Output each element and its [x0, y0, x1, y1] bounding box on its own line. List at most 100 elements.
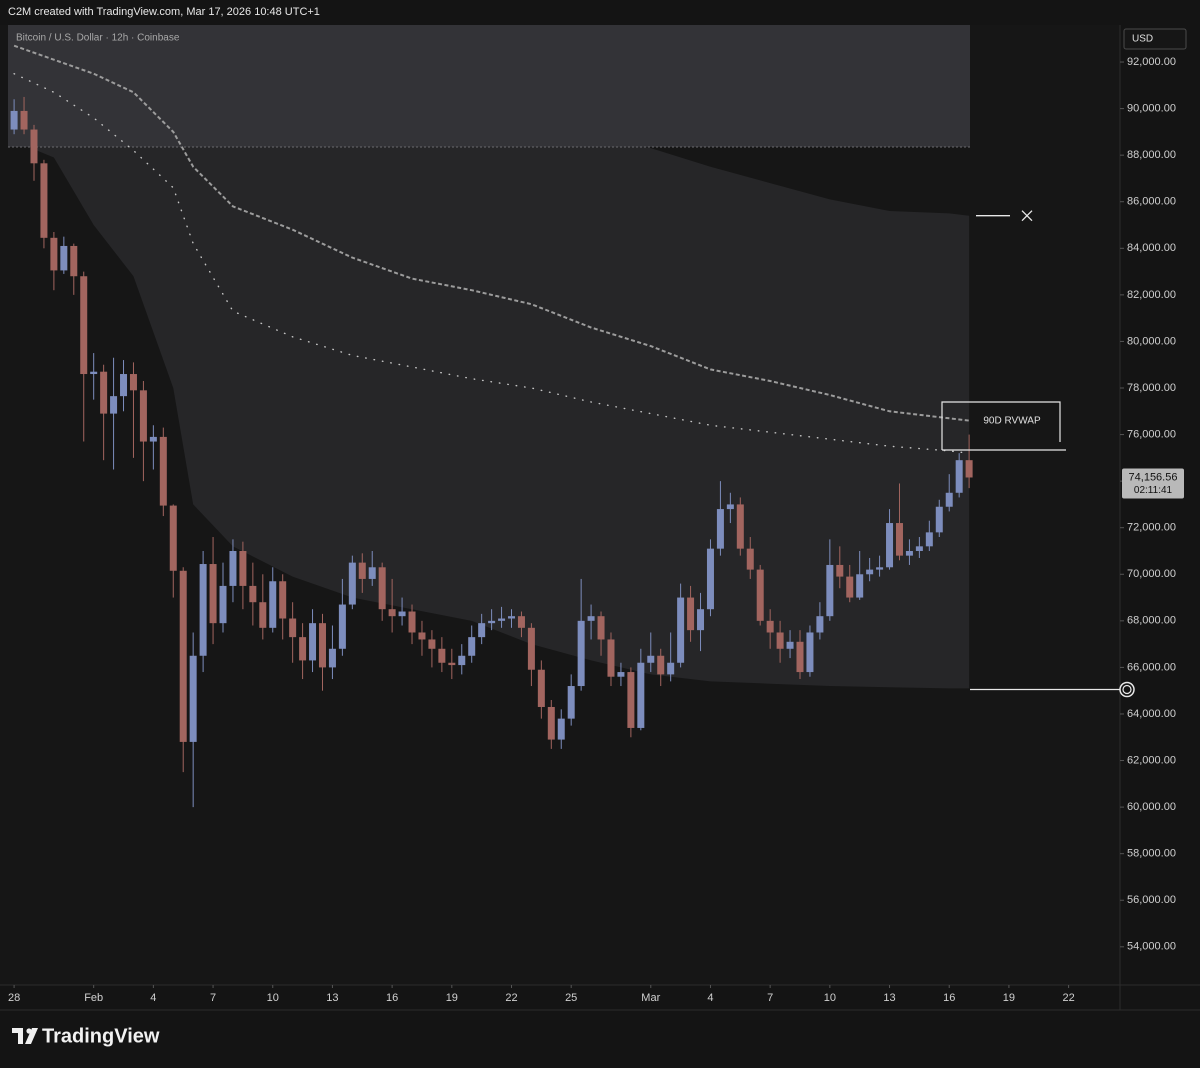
candle-body [617, 672, 625, 677]
candle-body [667, 662, 675, 675]
candle-body [90, 371, 98, 375]
candle-body [866, 569, 874, 575]
candle-body [806, 632, 814, 673]
candle-body [508, 616, 516, 619]
candle-body [607, 639, 615, 677]
candle-body [796, 641, 804, 673]
candle-body [647, 655, 655, 663]
overlay-line [13, 73, 970, 454]
candle-body [50, 237, 58, 271]
candle-body [945, 492, 953, 507]
candle-body [537, 669, 545, 707]
candle-body [925, 532, 933, 547]
x-tick-label: 4 [707, 992, 713, 1004]
candle-body [239, 550, 247, 586]
overlay-line [13, 44, 970, 422]
candle-body [100, 371, 108, 414]
candle-body [438, 648, 446, 663]
y-tick-label: 62,000.00 [1127, 754, 1176, 766]
candle-body [139, 390, 147, 442]
candle-body [915, 546, 923, 551]
x-tick-label: 7 [767, 992, 773, 1004]
y-tick-label: 72,000.00 [1127, 522, 1176, 534]
candle-body [935, 506, 943, 533]
candle-body [209, 564, 217, 624]
y-tick-label: 90,000.00 [1127, 102, 1176, 114]
y-tick-label: 64,000.00 [1127, 708, 1176, 720]
level-close-icon [1021, 210, 1033, 222]
x-tick-label: 25 [565, 992, 577, 1004]
candle-body [120, 374, 128, 397]
candle-body [597, 616, 605, 640]
candle-body [189, 655, 197, 742]
candle-body [70, 245, 78, 277]
y-tick-label: 82,000.00 [1127, 289, 1176, 301]
currency-label: USD [1132, 34, 1153, 45]
candle-body [736, 504, 744, 549]
candle-body [905, 550, 913, 556]
candle-body [846, 576, 854, 598]
candle-body [716, 509, 724, 549]
candle-body [279, 581, 287, 619]
candle-body [677, 597, 685, 663]
y-tick-label: 84,000.00 [1127, 242, 1176, 254]
candle-body [418, 632, 426, 640]
x-tick-label: Mar [641, 992, 660, 1004]
logo-icon [12, 1028, 38, 1044]
candle-body [289, 618, 297, 638]
candle-body [766, 620, 774, 633]
candle-body [299, 637, 307, 661]
candle-body [498, 618, 506, 621]
candle-body [746, 548, 754, 570]
candle-body [587, 616, 595, 621]
x-tick-label: 7 [210, 992, 216, 1004]
candle-body [318, 623, 326, 668]
candle-body [358, 562, 366, 579]
x-tick-label: 22 [505, 992, 517, 1004]
candle-body [60, 245, 68, 271]
y-tick-label: 70,000.00 [1127, 568, 1176, 580]
candle-body [468, 637, 476, 656]
candle-body [110, 396, 118, 414]
currency-box [1123, 28, 1187, 50]
annotation-box [941, 401, 1066, 451]
candle-body [80, 276, 88, 375]
candle-body [179, 570, 187, 742]
logo [12, 1028, 38, 1044]
x-tick-label: 10 [267, 992, 279, 1004]
level-handle-inner [1122, 684, 1132, 695]
level-handle [1119, 681, 1135, 698]
candle-body [388, 609, 396, 617]
candle-body [458, 655, 466, 666]
candle-body [567, 686, 575, 719]
candle-body [637, 662, 645, 728]
y-tick-label: 66,000.00 [1127, 661, 1176, 673]
y-tick-label: 80,000.00 [1127, 335, 1176, 347]
plot-area [8, 25, 973, 808]
y-tick-label: 92,000.00 [1127, 56, 1176, 68]
candle-body [627, 672, 635, 728]
x-tick-label: 4 [150, 992, 156, 1004]
y-tick-label: 58,000.00 [1127, 848, 1176, 860]
price-tag-countdown: 02:11:41 [1134, 485, 1173, 496]
y-tick-label: 54,000.00 [1127, 941, 1176, 953]
y-tick-label: 86,000.00 [1127, 196, 1176, 208]
x-tick-label: 16 [386, 992, 398, 1004]
candle-body [169, 505, 177, 571]
x-tick-label: 22 [1062, 992, 1074, 1004]
logo-dot [26, 1028, 32, 1034]
candle-body [836, 564, 844, 577]
candle-body [816, 616, 824, 633]
candle-body [229, 550, 237, 586]
candle-body [527, 627, 535, 670]
candle-body [40, 163, 48, 238]
candle-body [547, 706, 555, 740]
x-tick-label: 10 [824, 992, 836, 1004]
x-tick-label: 19 [1003, 992, 1015, 1004]
candle-body [478, 623, 486, 638]
candle-body [20, 110, 28, 130]
y-tick-label: 60,000.00 [1127, 801, 1176, 813]
candle-body [856, 574, 864, 598]
candle-body [955, 460, 963, 493]
